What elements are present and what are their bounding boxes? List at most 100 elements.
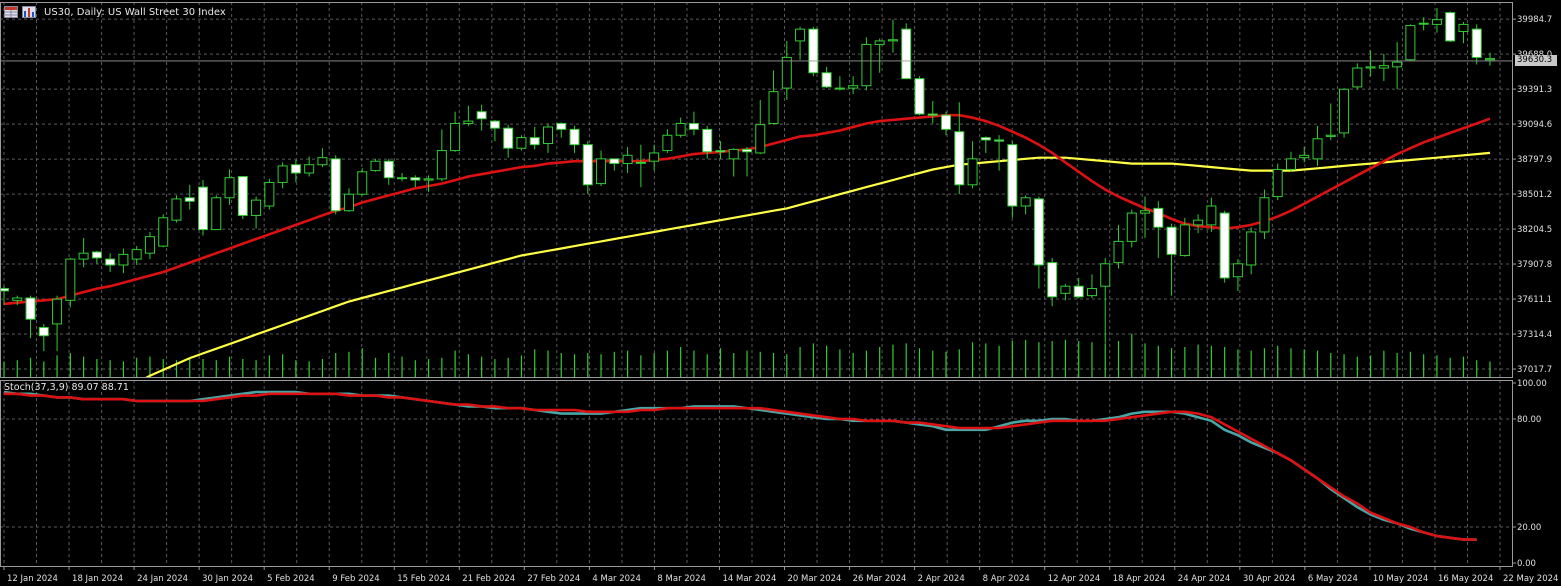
candle: [503, 124, 514, 158]
price-tick-label: 38204.5: [1517, 225, 1552, 235]
candle-body: [1325, 134, 1336, 137]
candle: [1153, 201, 1164, 258]
candle-body: [1299, 154, 1310, 159]
price-tick-label: 37611.1: [1517, 295, 1552, 305]
candle-body: [91, 251, 102, 259]
candle: [728, 148, 739, 177]
candle: [118, 248, 129, 274]
candle-body: [821, 72, 832, 88]
date-tick-label: 18 Apr 2024: [1113, 574, 1166, 584]
candle: [78, 237, 89, 268]
candle: [1445, 11, 1456, 43]
candle: [317, 148, 328, 168]
candle-body: [251, 199, 262, 216]
candle: [556, 122, 567, 138]
candle-body: [370, 160, 381, 172]
date-tick-label: 4 Mar 2024: [592, 574, 640, 584]
candle: [343, 188, 354, 212]
candle-body: [702, 128, 713, 153]
date-tick-label: 12 Apr 2024: [1048, 574, 1101, 584]
candle-body: [1458, 23, 1469, 32]
candle-body: [1471, 28, 1482, 58]
candle: [198, 180, 209, 236]
candle: [383, 158, 394, 185]
date-tick-label: 26 Mar 2024: [853, 574, 907, 584]
candle-body: [1418, 22, 1429, 25]
candle-body: [423, 178, 434, 181]
candle: [1060, 283, 1071, 301]
candle-body: [410, 177, 421, 181]
candle: [330, 155, 341, 215]
candle: [171, 195, 182, 223]
candle-body: [1352, 67, 1363, 88]
candle-body: [1086, 288, 1097, 297]
candle: [954, 102, 965, 195]
date-tick-label: 15 Feb 2024: [397, 574, 450, 584]
chart-grid: [0, 2, 1512, 566]
candle: [423, 175, 434, 192]
candle: [662, 129, 673, 153]
candle-body: [1312, 138, 1323, 160]
candle-body: [1431, 19, 1442, 25]
candle-body: [450, 122, 461, 152]
price-tick-label: 38797.9: [1517, 155, 1552, 165]
candle-body: [662, 134, 673, 152]
candle-body: [1259, 197, 1270, 233]
date-tick-label: 8 Apr 2024: [983, 574, 1030, 584]
candle: [742, 147, 752, 177]
date-tick-label: 18 Jan 2024: [72, 574, 123, 584]
candle-body: [556, 122, 567, 130]
candle-body: [198, 186, 209, 231]
candle-body: [516, 137, 527, 149]
candle: [1312, 125, 1323, 166]
candle: [715, 141, 726, 159]
candle-body: [290, 164, 301, 174]
candle-body: [596, 158, 607, 185]
candle: [1485, 52, 1495, 66]
candle-body: [25, 297, 36, 320]
candle-body: [1232, 263, 1243, 278]
candle-body: [357, 171, 368, 195]
candle-body: [569, 128, 580, 146]
chart-table-icon[interactable]: [4, 6, 18, 18]
candle: [65, 257, 76, 308]
date-tick-label: 10 May 2024: [1373, 574, 1428, 584]
candle-body: [1445, 12, 1456, 42]
candle: [980, 136, 991, 153]
candle-body: [304, 164, 315, 174]
candle-body: [529, 137, 540, 146]
candle: [211, 195, 222, 231]
date-tick-label: 27 Feb 2024: [527, 574, 580, 584]
candle-body: [874, 40, 885, 45]
date-tick-label: 24 Jan 2024: [137, 574, 188, 584]
candle-body: [503, 127, 514, 149]
candle: [184, 184, 195, 210]
candle: [1193, 214, 1204, 234]
candle: [1047, 257, 1058, 307]
candle-body: [1033, 198, 1044, 266]
candle: [994, 135, 1005, 171]
candle: [1405, 24, 1416, 61]
candle-body: [861, 43, 872, 87]
candle-body: [118, 253, 129, 266]
candle-body: [1285, 158, 1296, 170]
candle-body: [1392, 61, 1403, 68]
chart-header: US30, Daily: US Wall Street 30 Index: [4, 4, 226, 20]
candle: [1206, 197, 1217, 232]
candle: [1007, 141, 1018, 218]
candle: [755, 99, 766, 155]
candle-body: [887, 39, 898, 42]
candle-body: [834, 87, 845, 90]
chart-bars-icon[interactable]: [22, 6, 36, 18]
candle: [264, 178, 275, 210]
price-tick-label: 37314.4: [1517, 330, 1552, 340]
candle: [1352, 63, 1363, 90]
candle: [397, 172, 408, 182]
candle-body: [781, 56, 792, 89]
candle-body: [158, 217, 169, 247]
candle-body: [542, 126, 553, 145]
date-tick-label: 12 Jan 2024: [7, 574, 58, 584]
date-tick-label: 24 Apr 2024: [1178, 574, 1231, 584]
